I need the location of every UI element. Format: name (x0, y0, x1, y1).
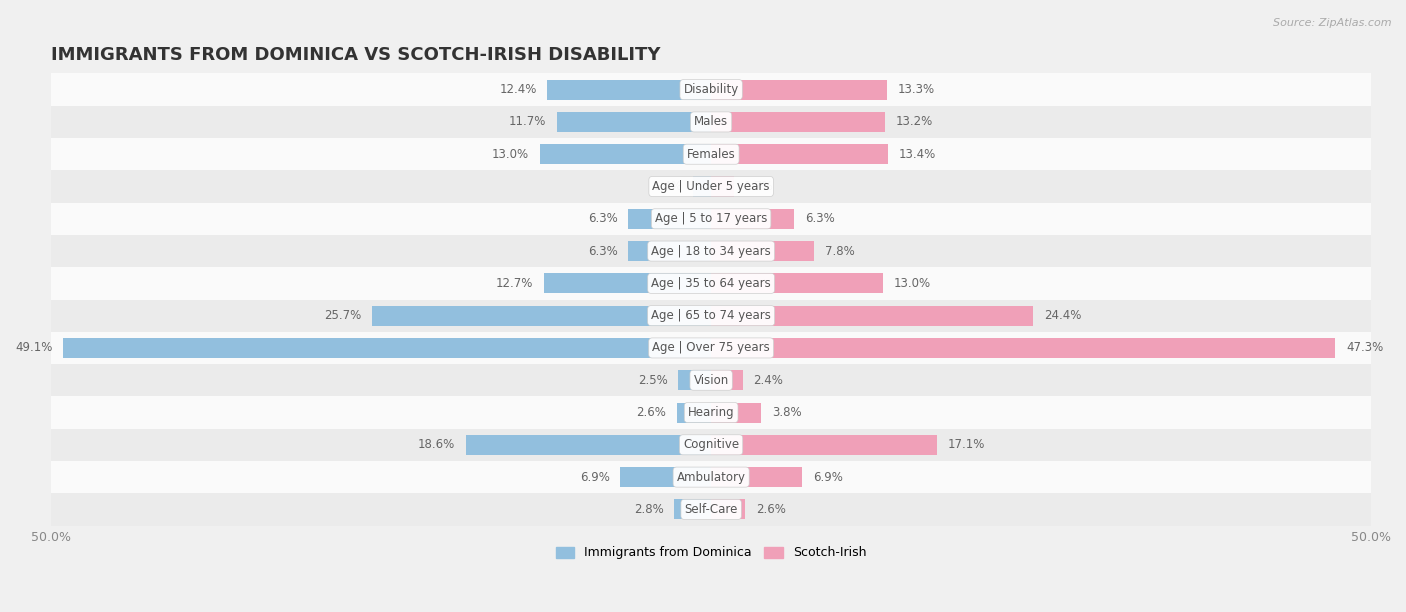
Bar (51, 364, 1371, 397)
Bar (711, 338, 1336, 358)
Bar (547, 80, 711, 100)
Text: Source: ZipAtlas.com: Source: ZipAtlas.com (1274, 18, 1392, 28)
Text: 1.7%: 1.7% (744, 180, 775, 193)
Text: Males: Males (695, 116, 728, 129)
Bar (711, 112, 886, 132)
Bar (628, 241, 711, 261)
Bar (693, 176, 711, 196)
Text: Age | 18 to 34 years: Age | 18 to 34 years (651, 245, 770, 258)
Text: 13.0%: 13.0% (492, 147, 529, 161)
Bar (711, 80, 887, 100)
Text: 2.4%: 2.4% (754, 374, 783, 387)
Text: Cognitive: Cognitive (683, 438, 740, 451)
Text: 6.3%: 6.3% (804, 212, 835, 225)
Text: Females: Females (686, 147, 735, 161)
Bar (678, 370, 711, 390)
Text: 12.4%: 12.4% (499, 83, 537, 96)
Text: 3.8%: 3.8% (772, 406, 801, 419)
Text: 24.4%: 24.4% (1043, 309, 1081, 322)
Text: 47.3%: 47.3% (1346, 341, 1384, 354)
Bar (620, 467, 711, 487)
Bar (465, 435, 711, 455)
Text: 2.8%: 2.8% (634, 503, 664, 516)
Text: 6.3%: 6.3% (588, 245, 617, 258)
Text: 13.4%: 13.4% (898, 147, 936, 161)
Legend: Immigrants from Dominica, Scotch-Irish: Immigrants from Dominica, Scotch-Irish (551, 542, 872, 564)
Text: 6.9%: 6.9% (813, 471, 842, 483)
Text: 7.8%: 7.8% (825, 245, 855, 258)
Text: 13.3%: 13.3% (897, 83, 935, 96)
Bar (51, 461, 1371, 493)
Bar (676, 403, 711, 422)
Text: Age | Over 75 years: Age | Over 75 years (652, 341, 770, 354)
Text: 2.5%: 2.5% (638, 374, 668, 387)
Bar (51, 397, 1371, 428)
Bar (51, 428, 1371, 461)
Text: 2.6%: 2.6% (756, 503, 786, 516)
Bar (711, 176, 734, 196)
Bar (675, 499, 711, 520)
Text: 2.6%: 2.6% (637, 406, 666, 419)
Bar (51, 267, 1371, 299)
Text: Self-Care: Self-Care (685, 503, 738, 516)
Bar (557, 112, 711, 132)
Text: Age | 65 to 74 years: Age | 65 to 74 years (651, 309, 770, 322)
Text: Age | 35 to 64 years: Age | 35 to 64 years (651, 277, 770, 290)
Bar (540, 144, 711, 164)
Bar (711, 370, 742, 390)
Text: Age | Under 5 years: Age | Under 5 years (652, 180, 770, 193)
Text: Hearing: Hearing (688, 406, 734, 419)
Bar (51, 235, 1371, 267)
Bar (628, 209, 711, 229)
Bar (51, 493, 1371, 526)
Text: Age | 5 to 17 years: Age | 5 to 17 years (655, 212, 768, 225)
Bar (711, 274, 883, 293)
Text: Disability: Disability (683, 83, 738, 96)
Text: 13.0%: 13.0% (893, 277, 931, 290)
Text: 12.7%: 12.7% (495, 277, 533, 290)
Bar (51, 332, 1371, 364)
Text: Ambulatory: Ambulatory (676, 471, 745, 483)
Bar (711, 305, 1033, 326)
Text: 17.1%: 17.1% (948, 438, 984, 451)
Text: 18.6%: 18.6% (418, 438, 456, 451)
Bar (711, 435, 936, 455)
Text: Vision: Vision (693, 374, 728, 387)
Bar (711, 241, 814, 261)
Text: IMMIGRANTS FROM DOMINICA VS SCOTCH-IRISH DISABILITY: IMMIGRANTS FROM DOMINICA VS SCOTCH-IRISH… (51, 46, 661, 64)
Bar (51, 299, 1371, 332)
Text: 6.9%: 6.9% (579, 471, 610, 483)
Text: 13.2%: 13.2% (896, 116, 934, 129)
Text: 25.7%: 25.7% (325, 309, 361, 322)
Text: 6.3%: 6.3% (588, 212, 617, 225)
Bar (711, 467, 803, 487)
Text: 49.1%: 49.1% (15, 341, 52, 354)
Bar (711, 403, 761, 422)
Bar (711, 144, 889, 164)
Bar (373, 305, 711, 326)
Text: 11.7%: 11.7% (509, 116, 546, 129)
Text: 1.4%: 1.4% (652, 180, 682, 193)
Bar (51, 73, 1371, 106)
Bar (51, 106, 1371, 138)
Bar (51, 138, 1371, 170)
Bar (63, 338, 711, 358)
Bar (544, 274, 711, 293)
Bar (51, 170, 1371, 203)
Bar (711, 499, 745, 520)
Bar (51, 203, 1371, 235)
Bar (711, 209, 794, 229)
